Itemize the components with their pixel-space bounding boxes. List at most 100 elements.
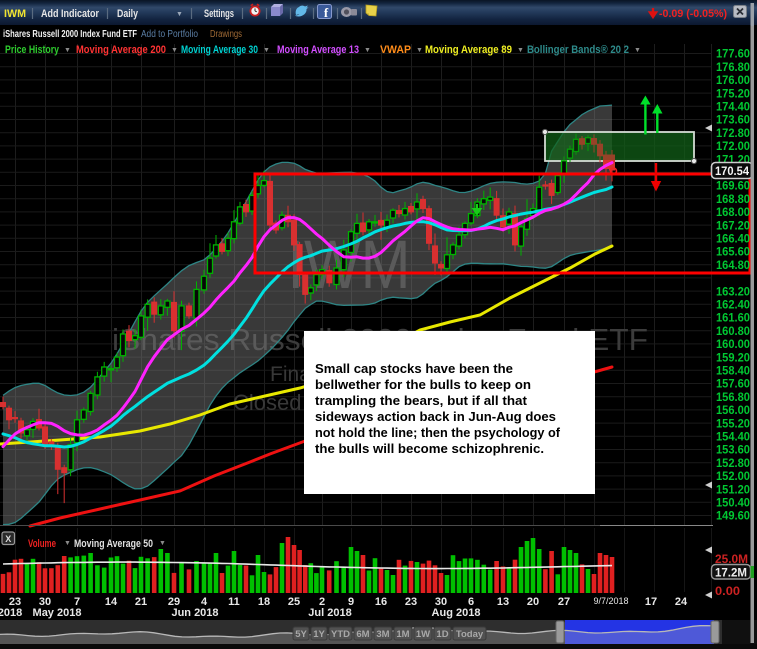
svg-text:154.40: 154.40 — [716, 432, 750, 444]
svg-text:VWAP: VWAP — [380, 44, 411, 56]
svg-text:sideways action back in Jun-Au: sideways action back in Jun-Aug does — [315, 409, 556, 424]
svg-text:▼: ▼ — [159, 540, 166, 547]
svg-text:Settings: Settings — [204, 8, 234, 20]
svg-text:30: 30 — [39, 596, 51, 608]
svg-text:bellwether for the bulls to ke: bellwether for the bulls to keep on — [315, 377, 531, 392]
svg-text:Aug 2018: Aug 2018 — [432, 607, 481, 619]
svg-text:▼: ▼ — [364, 47, 371, 54]
svg-text:157.60: 157.60 — [716, 379, 750, 391]
svg-text:159.20: 159.20 — [716, 352, 750, 364]
svg-text:169.60: 169.60 — [716, 181, 750, 193]
svg-text:Moving Average 200: Moving Average 200 — [76, 44, 166, 56]
svg-text:2018: 2018 — [0, 607, 22, 619]
svg-text:Bollinger Bands® 20 2: Bollinger Bands® 20 2 — [527, 44, 629, 56]
svg-text:▼: ▼ — [263, 47, 270, 54]
svg-text:trampling the bears, but if al: trampling the bears, but if all that — [315, 393, 528, 408]
svg-text:24: 24 — [675, 596, 688, 608]
svg-text:Add Indicator: Add Indicator — [41, 8, 100, 20]
svg-text:29: 29 — [168, 596, 180, 608]
svg-text:163.20: 163.20 — [716, 286, 750, 298]
svg-text:164.80: 164.80 — [716, 260, 750, 272]
svg-text:9/7/2018: 9/7/2018 — [593, 596, 628, 606]
svg-text:152.00: 152.00 — [716, 471, 750, 483]
svg-text:161.60: 161.60 — [716, 313, 750, 325]
svg-text:23: 23 — [9, 596, 21, 608]
svg-text:1W: 1W — [416, 629, 430, 640]
svg-text:177.60: 177.60 — [716, 49, 750, 61]
svg-text:1M: 1M — [396, 629, 409, 640]
svg-text:5Y: 5Y — [295, 629, 307, 640]
svg-text:X: X — [5, 534, 11, 544]
svg-text:▼: ▼ — [64, 47, 71, 54]
svg-text:1Y: 1Y — [313, 629, 325, 640]
svg-text:Moving Average 13: Moving Average 13 — [277, 44, 359, 56]
svg-text:6: 6 — [468, 596, 474, 608]
svg-text:Jul 2018: Jul 2018 — [308, 607, 351, 619]
svg-text:Moving Average 50: Moving Average 50 — [74, 538, 153, 550]
svg-text:166.40: 166.40 — [716, 234, 750, 246]
svg-text:165.60: 165.60 — [716, 247, 750, 259]
svg-text:7: 7 — [74, 596, 80, 608]
svg-text:173.60: 173.60 — [716, 115, 750, 127]
svg-text:▼: ▼ — [64, 540, 71, 547]
svg-text:1D: 1D — [436, 629, 448, 640]
svg-text:2: 2 — [319, 596, 325, 608]
svg-text:167.20: 167.20 — [716, 220, 750, 232]
svg-text:13: 13 — [497, 596, 509, 608]
svg-text:Drawings: Drawings — [210, 29, 242, 40]
svg-text:0.00: 0.00 — [715, 586, 740, 598]
svg-text:Today: Today — [456, 629, 484, 640]
svg-text:▼: ▼ — [176, 11, 183, 18]
svg-text:Moving Average 30: Moving Average 30 — [181, 44, 258, 56]
svg-text:4: 4 — [201, 596, 208, 608]
svg-text:30: 30 — [435, 596, 447, 608]
svg-text:155.20: 155.20 — [716, 418, 750, 430]
svg-text:176.00: 176.00 — [716, 75, 750, 87]
svg-text:172.00: 172.00 — [716, 141, 750, 153]
svg-text:▼: ▼ — [517, 47, 524, 54]
svg-text:150.40: 150.40 — [716, 498, 750, 510]
svg-text:Jun 2018: Jun 2018 — [171, 607, 218, 619]
svg-text:▼: ▼ — [634, 47, 641, 54]
svg-text:IWM: IWM — [4, 8, 26, 20]
svg-text:149.60: 149.60 — [716, 511, 750, 523]
svg-text:17: 17 — [645, 596, 657, 608]
svg-text:17.2M: 17.2M — [715, 568, 747, 580]
svg-text:Daily: Daily — [117, 8, 139, 20]
svg-text:iShares Russell 2000 Index Fun: iShares Russell 2000 Index Fund ETF — [3, 28, 137, 40]
svg-text:Price History: Price History — [5, 44, 60, 56]
svg-text:160.00: 160.00 — [716, 339, 750, 351]
svg-text:14: 14 — [105, 596, 118, 608]
svg-text:168.80: 168.80 — [716, 194, 750, 206]
svg-text:175.20: 175.20 — [716, 88, 750, 100]
svg-text:156.00: 156.00 — [716, 405, 750, 417]
svg-text:6M: 6M — [356, 629, 369, 640]
svg-text:25.0M: 25.0M — [715, 554, 748, 566]
svg-text:152.80: 152.80 — [716, 458, 750, 470]
svg-text:YTD: YTD — [331, 629, 350, 640]
svg-text:3M: 3M — [376, 629, 389, 640]
svg-text:168.00: 168.00 — [716, 207, 750, 219]
svg-text:21: 21 — [135, 596, 147, 608]
svg-text:the bulls will become schizoph: the bulls will become schizophrenic. — [315, 441, 544, 456]
svg-text:Small cap stocks have been the: Small cap stocks have been the — [315, 361, 513, 376]
svg-text:16: 16 — [375, 596, 387, 608]
svg-text:May 2018: May 2018 — [33, 607, 82, 619]
svg-text:11: 11 — [228, 596, 240, 608]
svg-text:160.80: 160.80 — [716, 326, 750, 338]
svg-text:18: 18 — [258, 596, 270, 608]
svg-text:-0.09 (-0.05%): -0.09 (-0.05%) — [659, 8, 727, 20]
svg-text:23: 23 — [405, 596, 417, 608]
svg-text:170.54: 170.54 — [715, 164, 749, 178]
svg-text:20: 20 — [527, 596, 539, 608]
svg-text:151.20: 151.20 — [716, 484, 750, 496]
svg-text:▼: ▼ — [171, 47, 178, 54]
svg-text:27: 27 — [558, 596, 570, 608]
svg-text:153.60: 153.60 — [716, 445, 750, 457]
svg-text:174.40: 174.40 — [716, 102, 750, 114]
svg-text:176.80: 176.80 — [716, 62, 750, 74]
svg-text:9: 9 — [348, 596, 354, 608]
svg-text:Add to Portfolio: Add to Portfolio — [141, 29, 198, 40]
svg-text:f: f — [324, 5, 329, 20]
svg-text:172.80: 172.80 — [716, 128, 750, 140]
